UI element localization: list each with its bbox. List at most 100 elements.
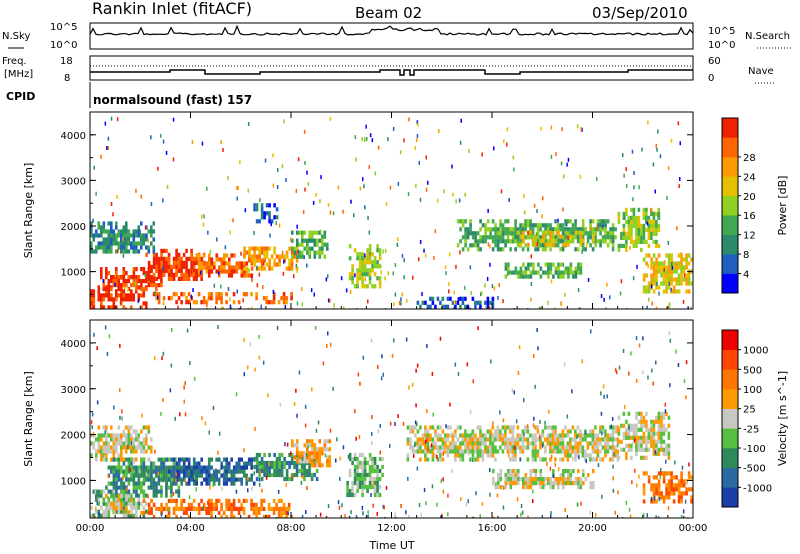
cell-power — [120, 287, 123, 292]
cell-power — [185, 268, 188, 273]
cell-velocity — [290, 452, 294, 458]
cell-velocity — [132, 505, 136, 510]
cell-velocity — [160, 469, 163, 474]
cell-noise — [668, 304, 671, 309]
cell-noise — [503, 139, 505, 144]
cell-noise — [367, 514, 369, 518]
cell-power — [122, 305, 126, 309]
cell-velocity — [461, 457, 465, 462]
cell-velocity — [436, 445, 440, 450]
cell-noise — [420, 512, 422, 517]
cell-noise — [222, 148, 224, 152]
cell-velocity — [253, 464, 256, 470]
cell-velocity — [237, 469, 241, 474]
cell-velocity — [665, 447, 668, 452]
cell-velocity — [574, 481, 578, 486]
cell-velocity — [132, 481, 136, 486]
cell-velocity — [670, 483, 673, 488]
cell-power — [576, 227, 580, 232]
cell-power — [185, 260, 188, 265]
cell-velocity — [479, 453, 482, 458]
cell-velocity — [484, 437, 487, 442]
cell-noise — [512, 155, 515, 160]
cell-power — [564, 227, 567, 232]
cell-power — [509, 270, 513, 275]
cell-power — [208, 257, 211, 262]
cell-power — [534, 270, 538, 275]
cell-velocity — [431, 437, 435, 442]
cell-velocity — [205, 477, 208, 482]
cell-noise — [127, 287, 129, 292]
cell-velocity — [242, 473, 246, 478]
cell-velocity — [132, 457, 136, 462]
cell-velocity — [290, 456, 294, 462]
cell-velocity — [145, 501, 148, 506]
cell-velocity — [640, 423, 643, 428]
cell-power — [107, 297, 111, 302]
cell-noise — [496, 493, 499, 498]
cell-velocity — [280, 510, 283, 515]
cell-velocity — [195, 461, 198, 466]
cell-velocity — [318, 439, 322, 444]
cell-noise — [445, 424, 447, 429]
cell-velocity — [115, 485, 118, 490]
cell-noise — [631, 480, 633, 485]
cell-noise — [539, 419, 541, 424]
cell-velocity — [122, 502, 126, 507]
cell-velocity — [371, 456, 374, 462]
cell-noise — [436, 502, 438, 507]
cell-noise — [286, 442, 289, 447]
cell-noise — [596, 176, 598, 181]
nsky-panel: N.Sky 10^5 10^0 10^5 10^0 N.Search — [2, 22, 791, 51]
cell-power — [190, 253, 194, 258]
cell-power — [242, 292, 246, 297]
cell-noise — [631, 149, 634, 154]
cell-velocity — [135, 457, 138, 462]
cell-power — [301, 242, 304, 247]
cell-noise — [368, 165, 370, 170]
cell-velocity — [516, 433, 520, 438]
cell-noise — [632, 276, 635, 281]
cell-velocity — [416, 445, 420, 450]
colorbar-tick-label: -25 — [743, 424, 759, 435]
cell-velocity — [351, 488, 354, 494]
cell-velocity — [655, 487, 658, 492]
cell-velocity — [147, 510, 151, 515]
cell-velocity — [640, 439, 643, 444]
cell-power — [298, 242, 302, 247]
cell-velocity — [637, 411, 641, 416]
cell-velocity — [594, 445, 597, 450]
cell-velocity — [165, 473, 168, 478]
cell-power — [243, 250, 246, 255]
cell-power — [313, 242, 317, 247]
cell-velocity — [549, 485, 553, 490]
cell-velocity — [534, 473, 538, 478]
cell-velocity — [461, 453, 465, 458]
cell-velocity — [185, 506, 188, 511]
cell-power — [592, 234, 595, 239]
cell-velocity — [509, 473, 513, 478]
cell-power — [265, 262, 269, 267]
cell-velocity — [617, 415, 621, 420]
cell-power — [519, 239, 522, 244]
cell-power — [258, 246, 261, 251]
cell-power — [677, 281, 681, 286]
cell-velocity — [107, 481, 111, 486]
cell-velocity — [115, 465, 118, 470]
cell-velocity — [125, 494, 128, 499]
cell-power — [177, 268, 181, 273]
cell-power — [115, 241, 118, 246]
cell-noise — [403, 258, 405, 263]
cell-velocity — [187, 461, 191, 466]
cell-power — [147, 260, 151, 265]
cell-power — [198, 269, 201, 274]
cell-noise — [91, 412, 94, 417]
cell-velocity — [635, 443, 638, 448]
cell-power — [110, 245, 113, 250]
cell-power — [313, 230, 317, 235]
cell-velocity — [137, 469, 141, 474]
cell-velocity — [599, 429, 602, 434]
cell-velocity — [311, 459, 314, 464]
cell-velocity — [529, 481, 533, 486]
cell-noise — [629, 245, 631, 250]
